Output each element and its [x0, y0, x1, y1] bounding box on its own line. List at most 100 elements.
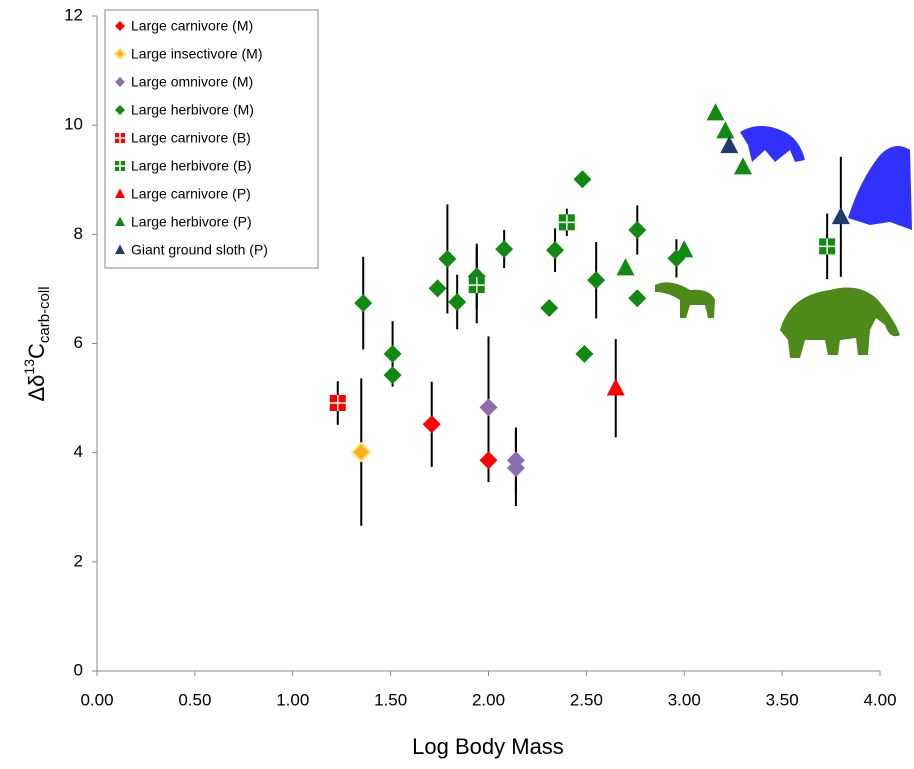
marker-shape — [606, 378, 625, 396]
x-tick-label: 3.00 — [668, 690, 701, 709]
data-point — [350, 441, 372, 463]
marker-shape — [115, 188, 125, 198]
y-tick-label: 12 — [64, 5, 83, 24]
marker-shape — [720, 136, 739, 154]
marker-shape — [428, 279, 447, 298]
legend-label: Large carnivore (P) — [131, 186, 251, 202]
mammoth-icon — [780, 287, 900, 358]
data-point — [675, 240, 694, 258]
legend-symbol — [115, 105, 125, 115]
legend-label: Large insectivore (M) — [131, 46, 263, 62]
y-tick-label: 10 — [64, 115, 83, 134]
data-point — [706, 103, 725, 121]
data-point — [606, 378, 625, 396]
marker-shape — [422, 415, 441, 434]
legend-label: Large herbivore (M) — [131, 102, 254, 118]
data-point — [575, 344, 594, 363]
data-point — [448, 293, 467, 312]
marker-shape — [616, 258, 635, 276]
data-point — [628, 289, 647, 308]
marker-cross — [115, 161, 125, 171]
legend-symbol — [115, 77, 125, 87]
data-point — [479, 451, 498, 470]
marker-shape — [383, 366, 402, 385]
data-point — [587, 271, 606, 290]
y-label-prefix: Δδ — [24, 375, 49, 402]
x-tick-label: 0.00 — [80, 690, 113, 709]
sloth-icon — [848, 146, 912, 230]
data-point — [540, 299, 559, 318]
data-point — [720, 136, 739, 154]
marker-shape — [628, 220, 647, 239]
x-tick-label: 2.00 — [472, 690, 505, 709]
y-tick-label: 6 — [74, 333, 83, 352]
data-point — [628, 220, 647, 239]
marker-shape — [479, 398, 498, 417]
marker-shape — [546, 241, 565, 260]
data-point — [438, 249, 457, 268]
legend-label: Large carnivore (B) — [131, 130, 251, 146]
marker-shape — [540, 299, 559, 318]
sloth-icon — [740, 126, 805, 162]
data-point — [468, 277, 485, 294]
data-point — [354, 294, 373, 313]
marker-shape — [354, 294, 373, 313]
data-point — [573, 170, 592, 189]
marker-shape — [479, 451, 498, 470]
marker-shape — [350, 441, 372, 463]
marker-shape — [115, 105, 125, 115]
legend-symbol — [115, 188, 125, 198]
marker-shape — [573, 170, 592, 189]
x-tick-label: 1.00 — [276, 690, 309, 709]
data-point — [383, 366, 402, 385]
legend-label: Large herbivore (P) — [131, 214, 252, 230]
x-tick-label: 1.50 — [374, 690, 407, 709]
legend-symbol — [115, 161, 125, 171]
data-point — [546, 241, 565, 260]
data-point — [479, 398, 498, 417]
x-tick-label: 3.50 — [766, 690, 799, 709]
data-point — [495, 240, 514, 259]
legend-box — [104, 9, 319, 269]
data-point — [428, 279, 447, 298]
marker-shape — [675, 240, 694, 258]
x-tick-label: 0.50 — [178, 690, 211, 709]
marker-shape — [831, 206, 850, 225]
marker-shape — [448, 293, 467, 312]
legend-label: Large omnivore (M) — [131, 74, 253, 90]
marker-shape — [115, 77, 125, 87]
y-label-main: C — [24, 343, 49, 359]
data-point — [329, 394, 346, 411]
marker-shape — [113, 47, 127, 61]
data-point — [506, 458, 525, 477]
data-point — [383, 344, 402, 363]
marker-shape — [587, 271, 606, 290]
y-label-sup: 13 — [21, 359, 37, 375]
marker-shape — [706, 103, 725, 121]
marker-cross — [115, 133, 125, 143]
legend-label: Giant ground sloth (P) — [131, 242, 268, 258]
marker-cross — [468, 277, 485, 294]
marker-shape — [115, 21, 125, 31]
legend-symbol — [115, 244, 125, 254]
marker-shape — [115, 216, 125, 226]
marker-cross — [819, 238, 836, 255]
y-tick-label: 8 — [74, 224, 83, 243]
marker-shape — [383, 344, 402, 363]
y-tick-label: 4 — [74, 442, 83, 461]
animal-icon — [655, 282, 715, 318]
data-point — [819, 238, 836, 255]
y-label-sub: carb-coll — [36, 286, 53, 343]
x-tick-label: 2.50 — [570, 690, 603, 709]
x-axis-label: Log Body Mass — [412, 734, 564, 759]
legend-symbol — [115, 216, 125, 226]
marker-cross — [329, 394, 346, 411]
data-point — [558, 214, 575, 231]
data-point — [831, 206, 850, 225]
marker-shape — [438, 249, 457, 268]
data-point — [422, 415, 441, 434]
silhouettes — [655, 126, 912, 358]
data-point — [616, 258, 635, 276]
legend-label: Large herbivore (B) — [131, 158, 252, 174]
